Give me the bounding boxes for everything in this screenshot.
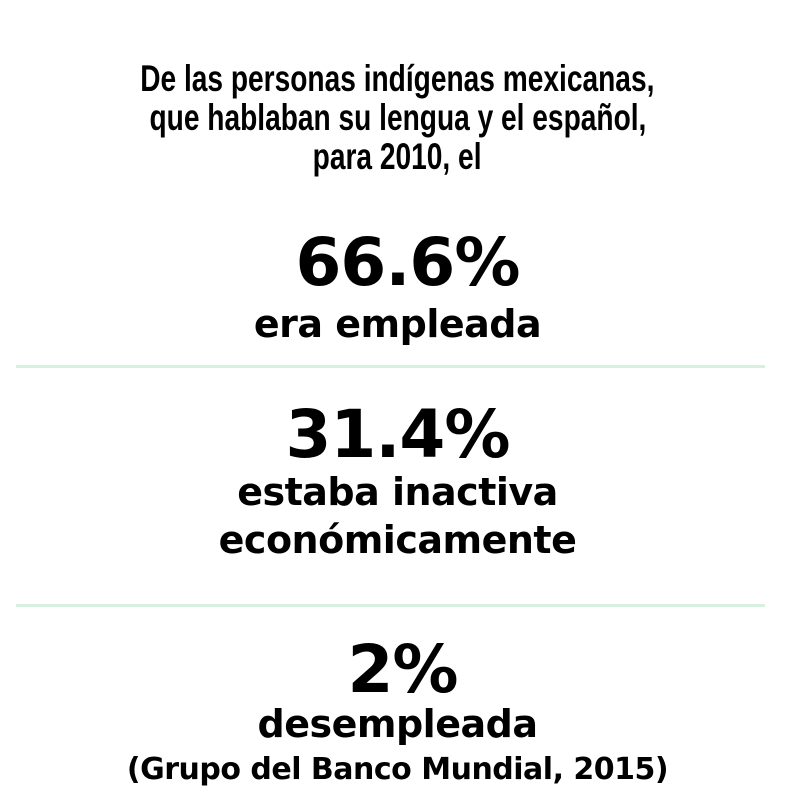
stat-unemployed-value: 2% (347, 631, 458, 708)
intro-line-2: que hablaban su lengua y el español, (149, 97, 646, 138)
intro-line-3: para 2010, el (313, 136, 482, 177)
stat-inactive-label-2: económicamente (218, 518, 577, 562)
divider (16, 604, 765, 607)
divider (16, 365, 765, 368)
intro-line-1: De las personas indígenas mexicanas, (140, 58, 655, 99)
stat-employed-value: 66.6% (295, 224, 521, 301)
stat-inactive-label-1: estaba inactiva (237, 470, 558, 514)
stat-employed-label: era empleada (253, 302, 542, 346)
stat-inactive-value: 31.4% (285, 396, 511, 473)
stat-unemployed-label: desempleada (257, 702, 538, 746)
source-citation: (Grupo del Banco Mundial, 2015) (126, 752, 669, 787)
